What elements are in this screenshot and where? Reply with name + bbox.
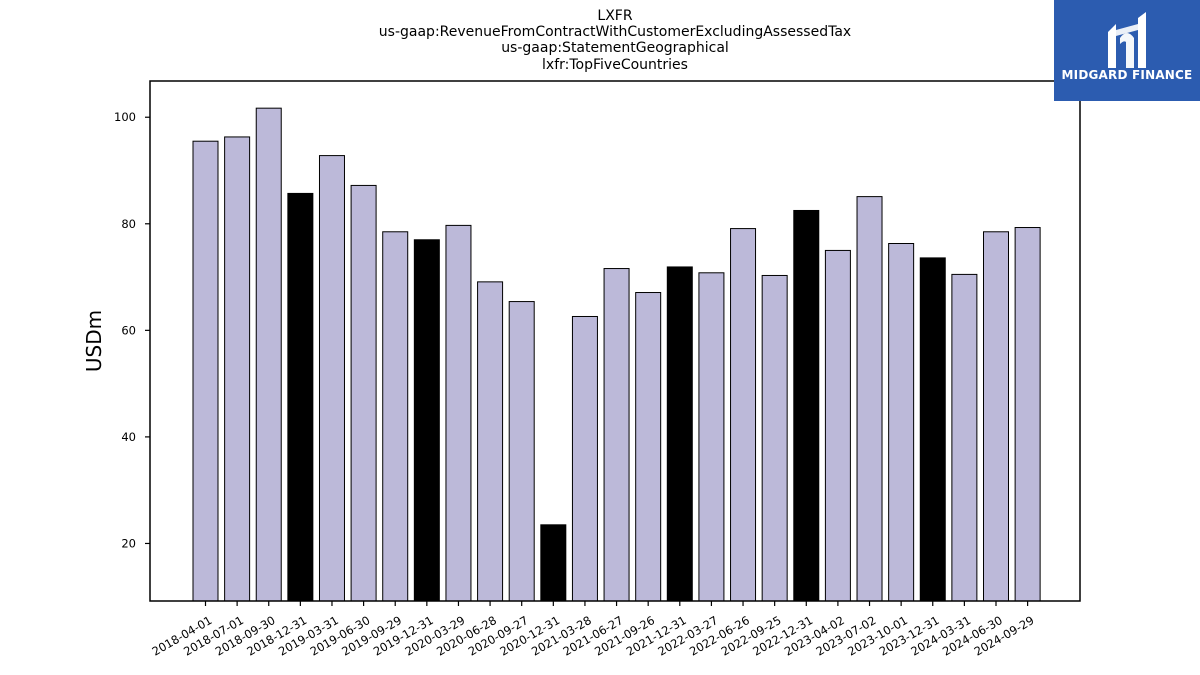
bar-2024-03-31 bbox=[951, 273, 978, 602]
y-axis-ticks: 20 40 60 80 100 bbox=[114, 110, 150, 550]
title-line-2: us-gaap:RevenueFromContractWithCustomerE… bbox=[379, 24, 851, 40]
bar-2022-03-27 bbox=[698, 272, 725, 602]
title-line-4: lxfr:TopFiveCountries bbox=[542, 57, 688, 73]
bar-2020-09-27 bbox=[508, 301, 535, 602]
bar-2021-03-28 bbox=[571, 315, 598, 602]
bar-2018-07-01 bbox=[224, 136, 251, 602]
plot-area-frame bbox=[149, 80, 1081, 602]
title-line-1: LXFR bbox=[597, 8, 632, 24]
logo-text: MIDGARD FINANCE bbox=[1061, 68, 1193, 82]
y-tick-label: 40 bbox=[121, 430, 136, 444]
title-line-3: us-gaap:StatementGeographical bbox=[501, 40, 729, 56]
bar-2018-09-30 bbox=[255, 107, 282, 602]
bar-2021-12-31 bbox=[666, 266, 693, 602]
bars bbox=[192, 107, 1041, 602]
bar-2018-12-31 bbox=[287, 192, 314, 602]
bar-2024-09-29 bbox=[1014, 227, 1041, 602]
bar-2023-12-31 bbox=[919, 257, 946, 602]
bar-2020-03-29 bbox=[445, 224, 472, 602]
bar-2023-10-01 bbox=[888, 243, 915, 602]
x-axis-ticks: 2018-04-012018-07-012018-09-302018-12-31… bbox=[150, 601, 1037, 659]
bar-2022-09-25 bbox=[761, 274, 788, 602]
chart-title: LXFR us-gaap:RevenueFromContractWithCust… bbox=[379, 8, 851, 73]
bar-2021-09-26 bbox=[635, 292, 662, 602]
midgard-finance-logo-icon bbox=[1108, 12, 1146, 68]
bar-2019-06-30 bbox=[350, 184, 377, 602]
bar-2019-12-31 bbox=[413, 239, 440, 602]
bar-2019-09-29 bbox=[382, 231, 409, 602]
midgard-finance-logo: MIDGARD FINANCE bbox=[1054, 0, 1200, 101]
bar-2020-12-31 bbox=[540, 524, 567, 602]
bar-2019-03-31 bbox=[318, 155, 345, 602]
y-tick-label: 20 bbox=[121, 536, 136, 550]
bar-2022-12-31 bbox=[793, 209, 820, 602]
bar-2024-06-30 bbox=[983, 231, 1009, 602]
bar-2023-04-02 bbox=[824, 249, 851, 602]
bar-2021-06-27 bbox=[603, 268, 630, 602]
y-axis-label: USDm bbox=[82, 310, 106, 372]
bar-2023-07-02 bbox=[856, 196, 883, 602]
bar-2022-06-26 bbox=[730, 228, 757, 602]
bar-2018-04-01 bbox=[192, 140, 219, 602]
bar-2020-06-28 bbox=[477, 281, 504, 602]
y-tick-label: 80 bbox=[121, 217, 136, 231]
y-tick-label: 100 bbox=[114, 110, 136, 124]
y-tick-label: 60 bbox=[121, 323, 136, 337]
